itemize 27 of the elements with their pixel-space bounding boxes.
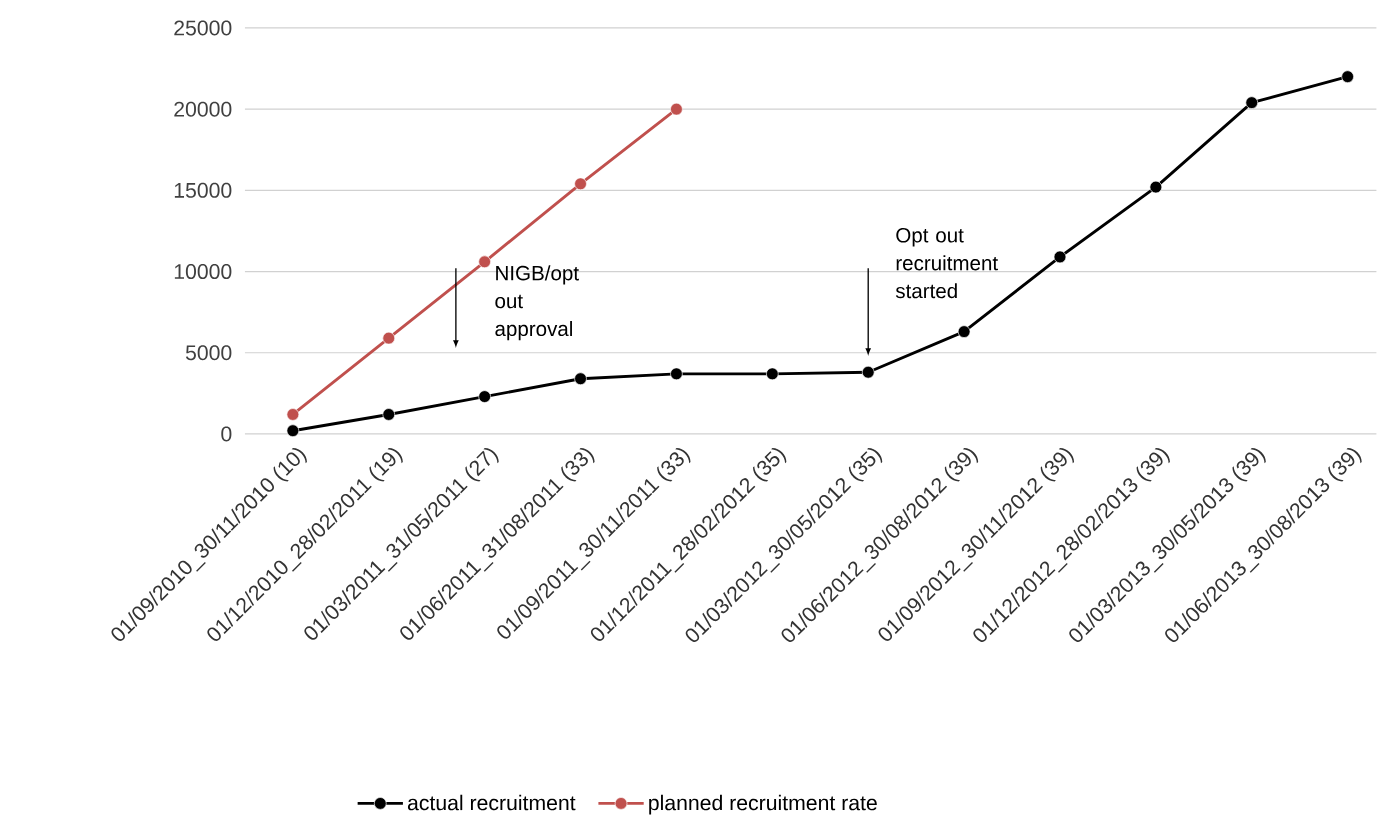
y-tick-label: 15000 xyxy=(174,182,232,198)
point xyxy=(861,365,875,379)
point xyxy=(574,372,587,385)
y-tick-label: 0 xyxy=(221,426,232,442)
legend-label: actual recruitment xyxy=(407,794,576,811)
point xyxy=(1053,250,1067,264)
annotation: NIGB/opt out approval xyxy=(495,265,579,341)
point xyxy=(1341,70,1354,83)
point xyxy=(286,408,300,421)
annotation: Opt out recruitment started xyxy=(895,227,998,299)
point xyxy=(286,424,300,437)
legend-label: planned recruitment rate xyxy=(649,794,877,815)
y-tick-label: 10000 xyxy=(174,263,232,279)
y-tick-label: 20000 xyxy=(174,101,232,117)
point xyxy=(670,367,683,381)
y-tick-label: 25000 xyxy=(174,20,232,36)
point xyxy=(382,408,396,421)
point xyxy=(382,331,396,345)
point xyxy=(1245,96,1259,109)
point xyxy=(478,390,491,403)
y-tick-label: 5000 xyxy=(185,345,232,361)
point xyxy=(1149,180,1163,194)
point xyxy=(574,177,587,190)
point xyxy=(766,367,779,381)
point xyxy=(478,255,491,268)
point xyxy=(670,102,683,116)
point xyxy=(957,325,971,338)
